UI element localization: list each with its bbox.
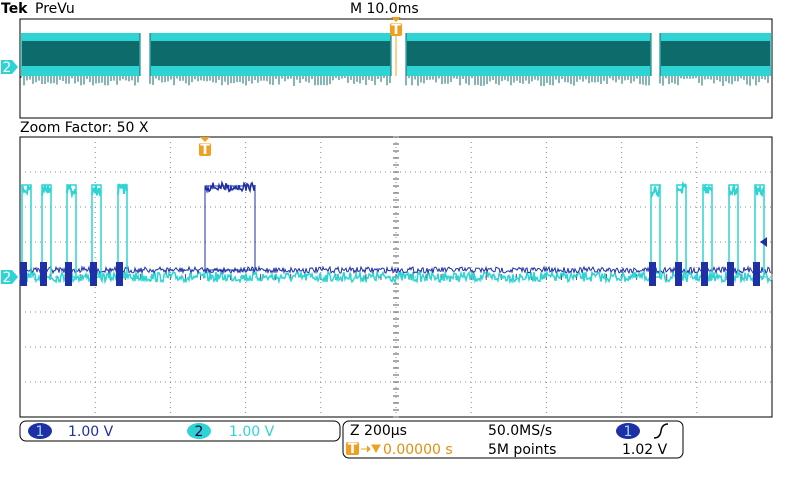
channel-marker — [1, 270, 18, 284]
trigger-position-icon — [346, 442, 359, 455]
mode: PreVu — [35, 1, 75, 17]
overview-noise — [405, 76, 650, 86]
overview-trace-core — [661, 41, 770, 67]
overview-noise — [20, 76, 139, 86]
ch1-burst — [90, 262, 97, 286]
brand: Tek — [1, 1, 28, 17]
ch2-pulse-top — [702, 183, 713, 194]
timebase: M 10.0ms — [350, 1, 419, 17]
ch1-pulse-top — [204, 180, 256, 194]
trigger-arrow — [200, 137, 210, 142]
overview-noise — [659, 76, 769, 86]
trigger-arrow — [391, 17, 401, 22]
ch2-pulse-top — [728, 184, 739, 197]
overview-trace-band — [407, 66, 650, 70]
overview-gap-edge — [139, 33, 151, 76]
trigger-level-marker — [760, 237, 767, 247]
trigger-marker: T — [200, 142, 210, 158]
trigger-position: 0.00000 s — [383, 442, 453, 458]
channel-marker — [1, 60, 18, 74]
overview-gap-edge — [650, 33, 661, 76]
ch1-burst — [116, 262, 123, 286]
ch2-trace — [20, 269, 772, 285]
ch1-badge — [28, 423, 52, 439]
ch1-burst — [727, 262, 734, 286]
ch2-scale: 1.00 V — [229, 424, 275, 440]
zoom-label: Zoom Factor: 50 X — [20, 120, 149, 136]
ch1-pulse — [204, 185, 256, 271]
overview-trace-core — [407, 41, 650, 67]
ch1-number: 1 — [36, 424, 45, 440]
ch1-burst — [753, 262, 760, 286]
ch2-pulse-top — [41, 185, 52, 196]
overview-trace-core — [22, 41, 139, 67]
ch2-badge — [187, 423, 211, 439]
trigger-badge — [199, 143, 211, 156]
ch1-burst — [20, 262, 27, 286]
ch2-pulse-top — [650, 184, 661, 199]
trigger-source-badge — [616, 423, 640, 439]
ch2-pulse-top — [117, 183, 128, 195]
trigger-badge — [390, 23, 402, 36]
channel-marker-label: 2 — [3, 60, 12, 76]
trigger-arrow-icon — [361, 444, 381, 454]
ch1-burst — [701, 262, 708, 286]
ch2-pulse-top — [66, 183, 77, 199]
acquisition-box — [342, 420, 684, 459]
ch1-burst — [649, 262, 656, 286]
ch2-number: 2 — [195, 424, 204, 440]
overview-trace-core — [151, 41, 390, 67]
ch2-pulse-top — [91, 185, 102, 197]
overview-trace-band — [151, 66, 390, 70]
ch1-burst — [40, 262, 47, 286]
record-length: 5M points — [488, 442, 556, 458]
channel-box — [19, 420, 341, 442]
zoom-timebase: Z 200µs — [350, 423, 407, 439]
overview-gap-edge — [390, 33, 407, 76]
overview-noise — [149, 76, 391, 86]
overview-trace-band — [661, 66, 770, 70]
ch1-burst — [65, 262, 72, 286]
main-graticule — [19, 136, 773, 418]
trigger-marker: T — [391, 22, 401, 38]
ch2-pulse-top — [21, 184, 32, 196]
ch2-pulse-top — [676, 180, 687, 194]
ch1-trace — [20, 265, 772, 275]
trigger-source: 1 — [624, 424, 633, 440]
ch2-pulse-top — [754, 185, 765, 198]
channel-marker-label: 2 — [3, 270, 12, 286]
trigger-slope-icon — [653, 423, 669, 439]
ch1-burst — [675, 262, 682, 286]
sample-rate: 50.0MS/s — [488, 423, 552, 439]
trigger-level: 1.02 V — [622, 442, 668, 458]
ch1-scale: 1.00 V — [68, 424, 114, 440]
trigger-position-marker: T — [348, 441, 358, 457]
overview-trace-band — [22, 66, 139, 70]
